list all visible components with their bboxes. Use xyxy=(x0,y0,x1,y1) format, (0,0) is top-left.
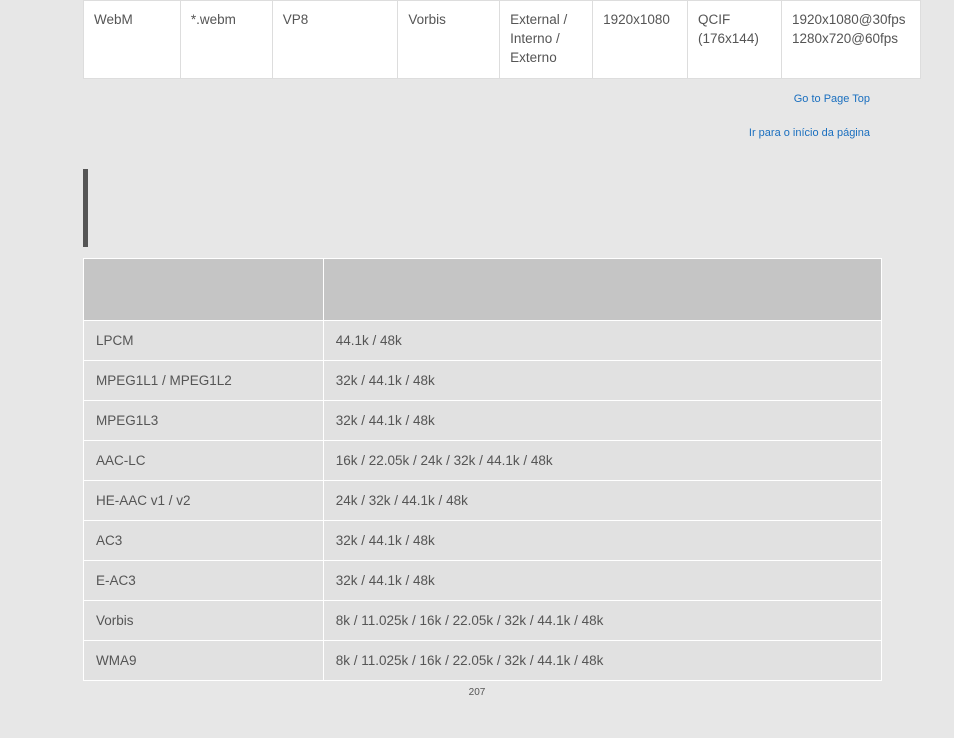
extension-cell: *.webm xyxy=(180,1,272,79)
codec-cell: HE-AAC v1 / v2 xyxy=(84,480,324,520)
table-row: WebM *.webm VP8 Vorbis External / Intern… xyxy=(84,1,921,79)
go-to-top-link-pt[interactable]: Ir para o início da página xyxy=(83,127,870,139)
rates-header xyxy=(323,258,881,320)
codec-cell: MPEG1L1 / MPEG1L2 xyxy=(84,360,324,400)
rates-cell: 32k / 44.1k / 48k xyxy=(323,360,881,400)
table-row: LPCM 44.1k / 48k xyxy=(84,320,882,360)
max-resolution-cell: 1920x1080 xyxy=(593,1,688,79)
table-row: AAC-LC 16k / 22.05k / 24k / 32k / 44.1k … xyxy=(84,440,882,480)
subtitle-cell: External / Interno / Externo xyxy=(500,1,593,79)
table-row: MPEG1L3 32k / 44.1k / 48k xyxy=(84,400,882,440)
table-row: Vorbis 8k / 11.025k / 16k / 22.05k / 32k… xyxy=(84,600,882,640)
min-resolution-cell: QCIF (176x144) xyxy=(688,1,782,79)
table-row: WMA9 8k / 11.025k / 16k / 22.05k / 32k /… xyxy=(84,640,882,680)
rates-cell: 8k / 11.025k / 16k / 22.05k / 32k / 44.1… xyxy=(323,600,881,640)
codec-cell: LPCM xyxy=(84,320,324,360)
codec-cell: MPEG1L3 xyxy=(84,400,324,440)
audio-codec-cell: Vorbis xyxy=(398,1,500,79)
codec-cell: E-AC3 xyxy=(84,560,324,600)
rates-cell: 8k / 11.025k / 16k / 22.05k / 32k / 44.1… xyxy=(323,640,881,680)
table-row: AC3 32k / 44.1k / 48k xyxy=(84,520,882,560)
rates-cell: 24k / 32k / 44.1k / 48k xyxy=(323,480,881,520)
rates-cell: 32k / 44.1k / 48k xyxy=(323,400,881,440)
codec-cell: AC3 xyxy=(84,520,324,560)
codec-header xyxy=(84,258,324,320)
audio-codec-table: LPCM 44.1k / 48k MPEG1L1 / MPEG1L2 32k /… xyxy=(83,258,882,681)
fps-cell: 1920x1080@30fps 1280x720@60fps xyxy=(781,1,920,79)
table-header-row xyxy=(84,258,882,320)
rates-cell: 16k / 22.05k / 24k / 32k / 44.1k / 48k xyxy=(323,440,881,480)
table-row: MPEG1L1 / MPEG1L2 32k / 44.1k / 48k xyxy=(84,360,882,400)
go-to-top-link-en[interactable]: Go to Page Top xyxy=(83,93,870,105)
rates-cell: 32k / 44.1k / 48k xyxy=(323,520,881,560)
table-row: HE-AAC v1 / v2 24k / 32k / 44.1k / 48k xyxy=(84,480,882,520)
rates-cell: 44.1k / 48k xyxy=(323,320,881,360)
format-cell: WebM xyxy=(84,1,181,79)
video-codec-cell: VP8 xyxy=(272,1,398,79)
codec-cell: WMA9 xyxy=(84,640,324,680)
codec-cell: Vorbis xyxy=(84,600,324,640)
table-row: E-AC3 32k / 44.1k / 48k xyxy=(84,560,882,600)
rates-cell: 32k / 44.1k / 48k xyxy=(323,560,881,600)
codec-cell: AAC-LC xyxy=(84,440,324,480)
page-number: 207 xyxy=(0,687,954,698)
page-top-links: Go to Page Top Ir para o início da págin… xyxy=(83,93,912,139)
video-format-table: WebM *.webm VP8 Vorbis External / Intern… xyxy=(83,0,921,79)
section-marker xyxy=(83,169,88,247)
